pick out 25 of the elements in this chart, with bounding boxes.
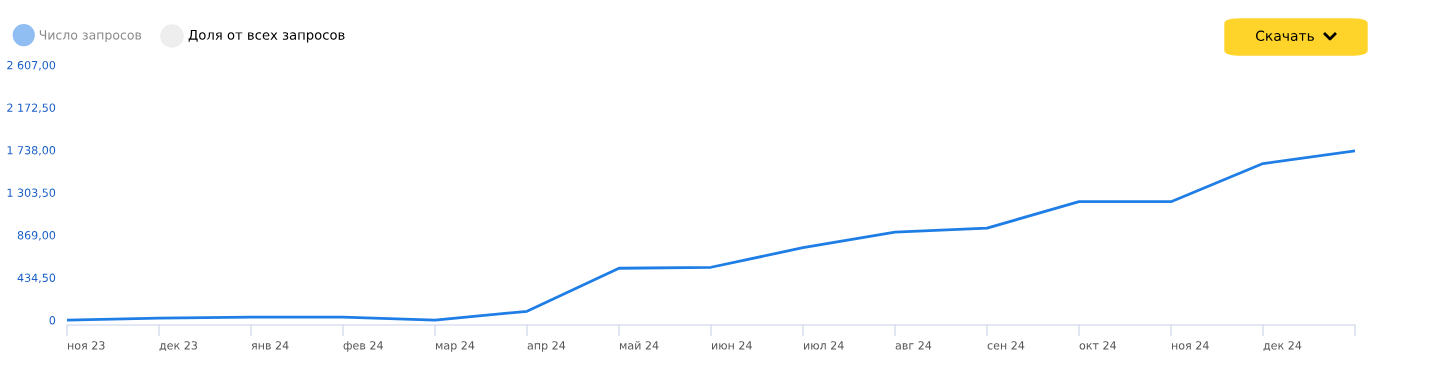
text: Скачать xyxy=(1255,30,1314,42)
text: Доля от всех запросов xyxy=(188,30,345,43)
x-tick-label: апр 24 xyxy=(527,341,566,352)
x-tick-label: ноя 23 xyxy=(68,341,105,350)
line-series xyxy=(67,149,1355,322)
x-tick-label: дек 24 xyxy=(1263,341,1302,351)
y-tick-label: 434,50 xyxy=(17,273,56,284)
text: Число запросов xyxy=(39,30,142,43)
y-tick-label: 2 607,00 xyxy=(7,60,56,71)
x-tick-label: июл 24 xyxy=(804,341,844,350)
x-tick-label: сен 24 xyxy=(987,341,1025,350)
x-tick-label: ноя 24 xyxy=(1172,341,1209,350)
y-tick-label: 1 303,50 xyxy=(7,188,56,199)
y-tick-label: 869,00 xyxy=(17,231,56,241)
x-tick-label: янв 24 xyxy=(251,341,289,350)
x-tick-label: июн 24 xyxy=(712,341,752,350)
y-tick-label: 0 xyxy=(49,316,56,325)
x-tick-label: окт 24 xyxy=(1079,341,1117,350)
y-tick-label: 1 738,00 xyxy=(7,146,56,156)
x-tick-label: май 24 xyxy=(620,341,659,350)
x-tick-label: фев 24 xyxy=(343,341,383,352)
x-tick-label: мар 24 xyxy=(436,341,475,352)
x-tick-label: дек 23 xyxy=(159,341,198,351)
y-tick-label: 2 172,50 xyxy=(7,103,56,114)
x-tick-label: авг 24 xyxy=(895,341,932,350)
